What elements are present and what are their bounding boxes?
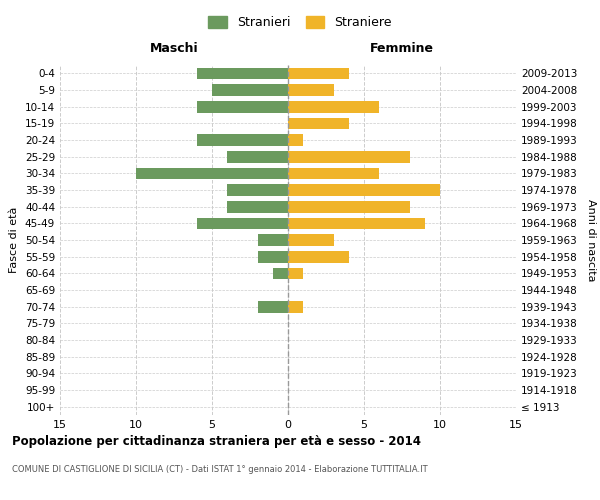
Bar [197, 101, 288, 112]
Bar [288, 251, 349, 262]
Bar [288, 218, 425, 229]
Bar [288, 168, 379, 179]
Bar [288, 234, 334, 246]
Bar [227, 184, 288, 196]
Bar [288, 268, 303, 279]
Bar [288, 118, 349, 129]
Bar [227, 151, 288, 162]
Bar [197, 218, 288, 229]
Bar [257, 234, 288, 246]
Text: Maschi: Maschi [149, 42, 199, 55]
Bar [257, 301, 288, 312]
Bar [288, 201, 410, 212]
Bar [257, 251, 288, 262]
Bar [197, 134, 288, 146]
Bar [288, 151, 410, 162]
Bar [288, 301, 303, 312]
Y-axis label: Fasce di età: Fasce di età [10, 207, 19, 273]
Bar [288, 68, 349, 79]
Bar [227, 201, 288, 212]
Bar [136, 168, 288, 179]
Bar [288, 184, 440, 196]
Text: Femmine: Femmine [370, 42, 434, 55]
Y-axis label: Anni di nascita: Anni di nascita [586, 198, 596, 281]
Bar [288, 134, 303, 146]
Bar [273, 268, 288, 279]
Bar [197, 68, 288, 79]
Bar [288, 84, 334, 96]
Text: COMUNE DI CASTIGLIONE DI SICILIA (CT) - Dati ISTAT 1° gennaio 2014 - Elaborazion: COMUNE DI CASTIGLIONE DI SICILIA (CT) - … [12, 465, 428, 474]
Bar [212, 84, 288, 96]
Bar [288, 101, 379, 112]
Legend: Stranieri, Straniere: Stranieri, Straniere [203, 11, 397, 34]
Text: Popolazione per cittadinanza straniera per età e sesso - 2014: Popolazione per cittadinanza straniera p… [12, 435, 421, 448]
